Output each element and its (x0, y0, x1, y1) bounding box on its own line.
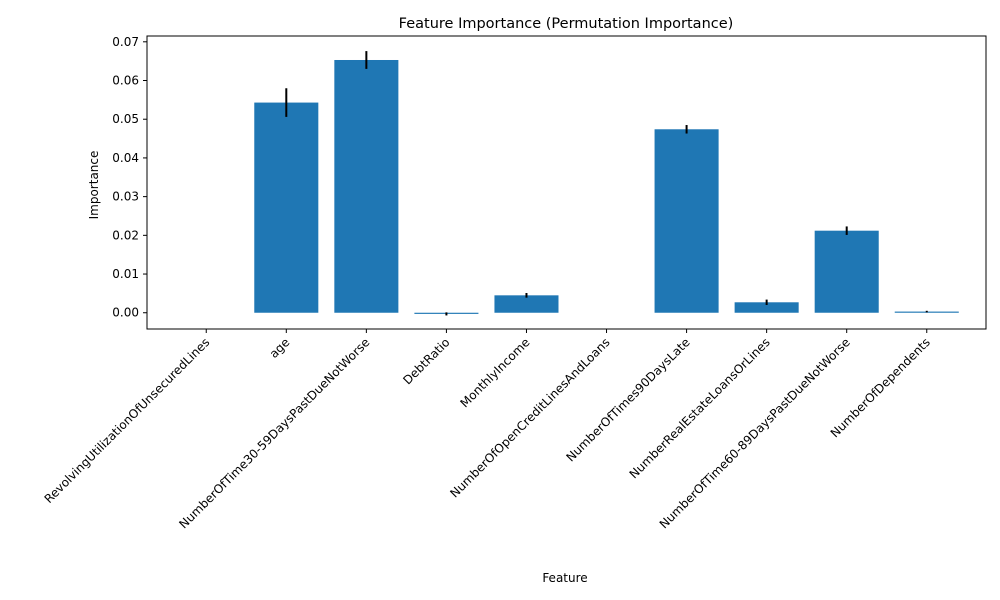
bar-7 (734, 302, 799, 313)
y-tick-label-1: 0.01 (112, 267, 139, 281)
bar-4 (494, 295, 559, 313)
y-tick-label-6: 0.06 (112, 74, 139, 88)
y-tick-label-3: 0.03 (112, 190, 139, 204)
y-axis: 0.00 0.01 0.02 0.03 0.04 0.05 0.06 0.07 (112, 35, 147, 320)
axes-frame (146, 35, 987, 330)
bar-2 (334, 59, 399, 313)
y-axis-label: Importance (87, 151, 101, 220)
y-tick-label-0: 0.00 (112, 306, 139, 320)
chart-title: Feature Importance (Permutation Importan… (399, 16, 734, 32)
bar-8 (814, 230, 879, 313)
plot-area (254, 51, 959, 316)
y-tick-label-2: 0.02 (112, 228, 139, 242)
bar-6 (654, 129, 719, 313)
y-tick-label-5: 0.05 (112, 112, 139, 126)
y-tick-label-7: 0.07 (112, 35, 139, 49)
x-axis-label: Feature (542, 571, 587, 585)
bar-1 (254, 102, 319, 313)
y-tick-label-4: 0.04 (112, 151, 139, 165)
